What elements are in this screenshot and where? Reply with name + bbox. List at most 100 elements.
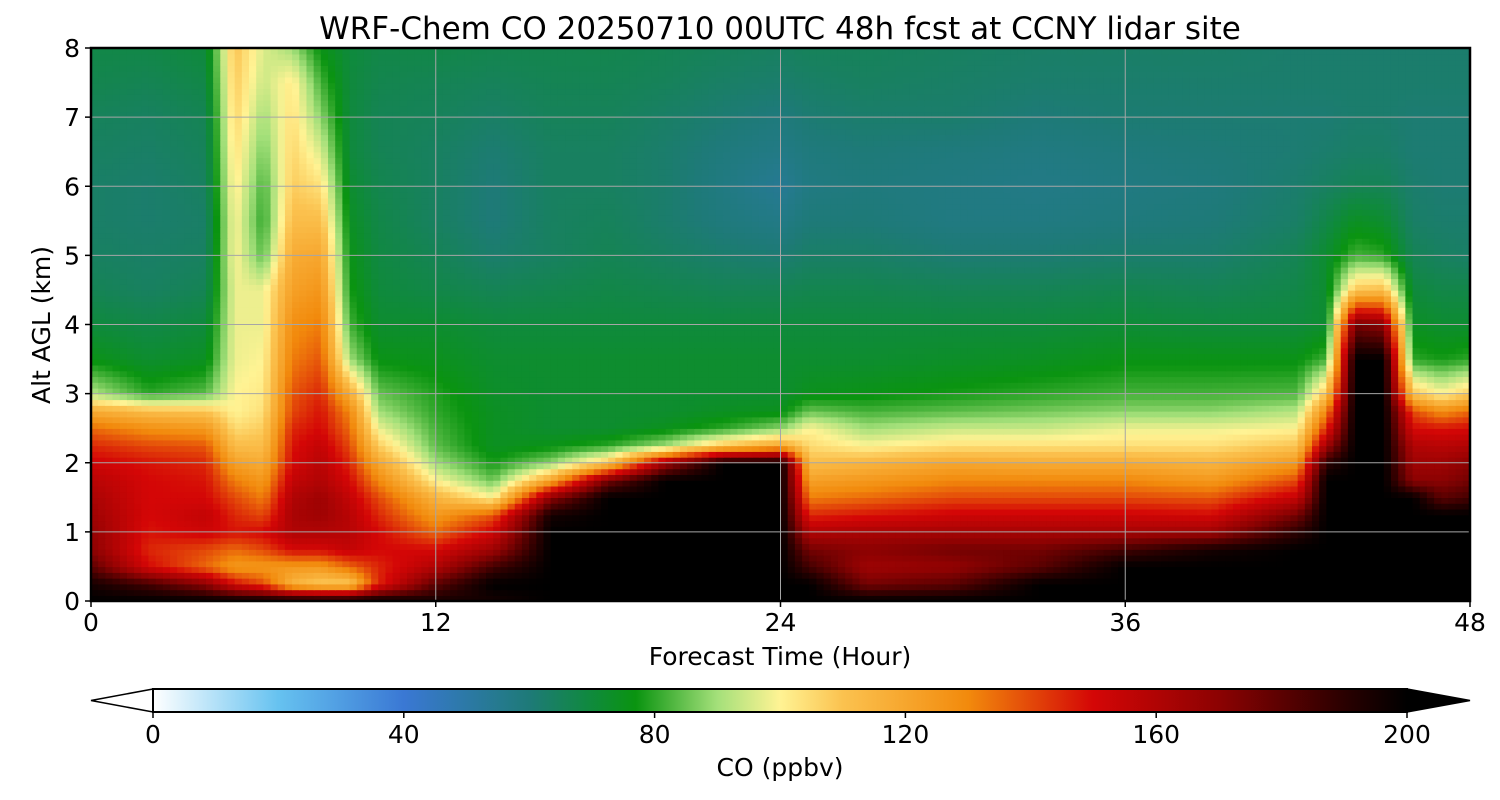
heatmap-cell: [1448, 595, 1457, 601]
heatmap-cell: [270, 497, 279, 504]
heatmap-cell: [924, 474, 933, 481]
heatmap-cell: [1311, 537, 1320, 545]
heatmap-cell: [1031, 514, 1040, 522]
heatmap-cell: [938, 566, 947, 573]
heatmap-cell: [91, 491, 99, 499]
heatmap-cell: [435, 526, 444, 533]
heatmap-cell: [234, 549, 243, 556]
heatmap-cell: [1053, 589, 1062, 596]
heatmap-cell: [550, 456, 559, 464]
heatmap-cell: [758, 462, 767, 470]
heatmap-cell: [464, 537, 473, 545]
heatmap-cell: [134, 537, 142, 545]
heatmap-cell: [335, 566, 344, 573]
heatmap-cell: [241, 480, 250, 487]
heatmap-cell: [586, 583, 595, 591]
heatmap-cell: [1297, 514, 1306, 522]
heatmap-cell: [1118, 514, 1126, 522]
heatmap-cell: [1204, 508, 1213, 516]
heatmap-cell: [622, 566, 631, 573]
heatmap-cell: [1276, 531, 1284, 539]
heatmap-cell: [845, 554, 854, 562]
heatmap-cell: [177, 560, 186, 568]
heatmap-cell: [881, 497, 889, 504]
heatmap-cell: [1398, 531, 1407, 539]
heatmap-cell: [823, 526, 832, 533]
heatmap-cell: [866, 531, 875, 539]
heatmap-cell: [1060, 554, 1069, 562]
heatmap-cell: [938, 468, 947, 475]
heatmap-cell: [320, 560, 329, 568]
heatmap-cell: [737, 531, 746, 539]
heatmap-cell: [1390, 508, 1399, 516]
heatmap-cell: [1168, 468, 1177, 475]
heatmap-cell: [1283, 520, 1292, 527]
heatmap-cell: [787, 595, 796, 601]
heatmap-cell: [1333, 514, 1342, 522]
heatmap-cell: [1153, 508, 1162, 516]
heatmap-cell: [148, 537, 157, 545]
heatmap-cell: [1426, 468, 1435, 475]
heatmap-cell: [313, 503, 322, 510]
heatmap-cell: [328, 491, 336, 499]
heatmap-cell: [565, 451, 573, 458]
heatmap-cell: [1462, 462, 1470, 470]
heatmap-cell: [328, 566, 336, 573]
heatmap-cell: [457, 497, 466, 504]
heatmap-cell: [744, 520, 753, 527]
heatmap-cell: [220, 537, 229, 545]
heatmap-cell: [1383, 549, 1392, 556]
heatmap-cell: [284, 583, 293, 591]
heatmap-cell: [1340, 537, 1349, 545]
heatmap-cell: [1261, 566, 1270, 573]
heatmap-cell: [967, 595, 976, 601]
heatmap-cell: [881, 491, 889, 499]
heatmap-cell: [1326, 577, 1335, 585]
heatmap-cell: [91, 572, 99, 579]
heatmap-cell: [644, 468, 652, 475]
heatmap-cell: [1010, 520, 1019, 527]
heatmap-cell: [723, 543, 731, 550]
heatmap-cell: [270, 560, 279, 568]
heatmap-cell: [177, 497, 186, 504]
heatmap-cell: [1434, 474, 1442, 481]
heatmap-cell: [407, 577, 415, 585]
heatmap-cell: [105, 543, 114, 550]
heatmap-cell: [270, 462, 279, 470]
heatmap-cell: [751, 566, 760, 573]
heatmap-cell: [794, 514, 803, 522]
heatmap-cell: [1254, 497, 1263, 504]
heatmap-cell: [1355, 526, 1363, 533]
heatmap-cell: [335, 480, 344, 487]
heatmap-cell: [679, 554, 688, 562]
heatmap-cell: [586, 577, 595, 585]
heatmap-cell: [1110, 531, 1119, 539]
heatmap-cell: [256, 583, 265, 591]
heatmap-cell: [385, 583, 394, 591]
heatmap-cell: [694, 577, 703, 585]
heatmap-cell: [98, 531, 107, 539]
heatmap-cell: [1132, 572, 1141, 579]
heatmap-cell: [830, 577, 839, 585]
heatmap-cell: [514, 560, 523, 568]
heatmap-cell: [98, 543, 107, 550]
heatmap-cell: [399, 566, 408, 573]
heatmap-cell: [1326, 462, 1335, 470]
heatmap-cell: [1146, 520, 1155, 527]
heatmap-cell: [600, 520, 609, 527]
heatmap-cell: [636, 456, 645, 464]
heatmap-cell: [629, 451, 638, 458]
heatmap-cell: [981, 456, 990, 464]
heatmap-cell: [1139, 526, 1148, 533]
heatmap-cell: [780, 474, 789, 481]
heatmap-cell: [658, 543, 667, 550]
heatmap-cell: [593, 462, 602, 470]
heatmap-cell: [277, 549, 286, 556]
heatmap-cell: [988, 514, 997, 522]
heatmap-cell: [363, 451, 372, 458]
heatmap-cell: [450, 462, 458, 470]
heatmap-cell: [1254, 468, 1263, 475]
heatmap-cell: [198, 589, 207, 596]
heatmap-cell: [859, 543, 868, 550]
heatmap-cell: [1096, 589, 1105, 596]
